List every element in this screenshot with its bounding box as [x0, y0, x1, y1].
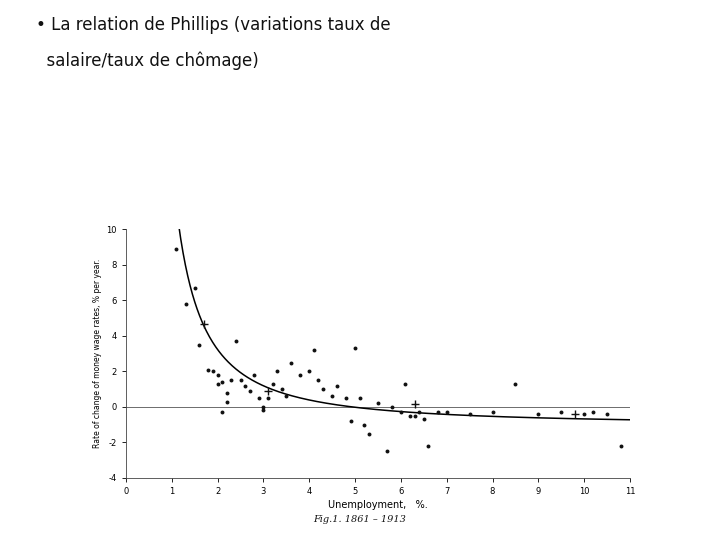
X-axis label: Unemployment,   %.: Unemployment, %.	[328, 500, 428, 510]
Point	[294, 370, 306, 379]
Point	[395, 408, 407, 416]
Point	[198, 319, 210, 328]
Point	[276, 385, 287, 394]
Text: Fig.1. 1861 – 1913: Fig.1. 1861 – 1913	[314, 515, 406, 524]
Point	[601, 410, 613, 418]
Point	[556, 408, 567, 416]
Text: salaire/taux de chômage): salaire/taux de chômage)	[36, 51, 258, 70]
Point	[318, 385, 329, 394]
Point	[510, 380, 521, 388]
Point	[221, 388, 233, 397]
Point	[354, 394, 366, 402]
Point	[203, 366, 215, 374]
Point	[340, 394, 351, 402]
Point	[253, 394, 265, 402]
Point	[212, 370, 223, 379]
Point	[285, 358, 297, 367]
Point	[248, 370, 260, 379]
Point	[372, 399, 384, 408]
Point	[194, 341, 205, 349]
Point	[487, 408, 498, 416]
Point	[230, 337, 242, 346]
Point	[267, 380, 279, 388]
Point	[349, 344, 361, 353]
Point	[217, 408, 228, 416]
Point	[235, 376, 246, 384]
Point	[239, 381, 251, 390]
Point	[386, 403, 397, 411]
Point	[262, 387, 274, 395]
Point	[271, 367, 283, 376]
Point	[533, 410, 544, 418]
Point	[281, 392, 292, 401]
Point	[308, 346, 320, 354]
Point	[217, 378, 228, 387]
Point	[423, 442, 434, 450]
Point	[262, 394, 274, 402]
Y-axis label: Rate of change of money wage rates, % per year.: Rate of change of money wage rates, % pe…	[94, 259, 102, 448]
Point	[382, 447, 393, 456]
Point	[413, 408, 425, 416]
Point	[464, 410, 475, 418]
Point	[615, 442, 626, 450]
Point	[244, 387, 256, 395]
Point	[359, 420, 370, 429]
Point	[588, 408, 599, 416]
Point	[409, 400, 420, 409]
Point	[331, 381, 343, 390]
Point	[221, 397, 233, 406]
Point	[432, 408, 444, 416]
Point	[570, 410, 581, 418]
Point	[405, 411, 416, 420]
Point	[400, 380, 411, 388]
Point	[189, 284, 200, 292]
Point	[578, 410, 590, 418]
Point	[207, 367, 219, 376]
Point	[171, 245, 182, 253]
Point	[304, 367, 315, 376]
Point	[326, 392, 338, 401]
Point	[363, 429, 374, 438]
Point	[441, 408, 452, 416]
Point	[258, 403, 269, 411]
Point	[312, 376, 324, 384]
Point	[409, 411, 420, 420]
Point	[180, 300, 192, 308]
Text: • La relation de Phillips (variations taux de: • La relation de Phillips (variations ta…	[36, 16, 391, 34]
Point	[258, 406, 269, 415]
Point	[345, 417, 356, 426]
Point	[212, 380, 223, 388]
Point	[225, 376, 237, 384]
Point	[418, 415, 430, 424]
